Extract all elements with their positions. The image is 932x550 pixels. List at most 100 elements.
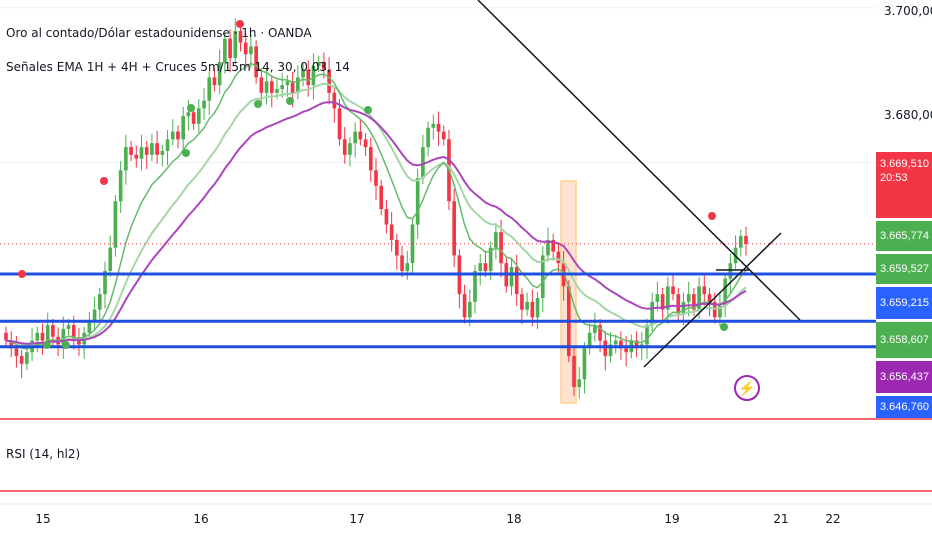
price-axis-label: 3.700,000 (884, 4, 932, 18)
date-label: 19 (664, 512, 680, 526)
candle-body (97, 294, 102, 310)
candle-body (301, 69, 305, 78)
candle-body (87, 321, 92, 333)
candle (196, 99, 201, 133)
candle-body (535, 298, 540, 318)
candle (301, 63, 305, 87)
candle (384, 199, 389, 234)
candle (473, 264, 477, 314)
candle-body (290, 81, 295, 93)
candle (697, 277, 701, 319)
last-price-value: 3.669,510 (880, 158, 929, 170)
candle (441, 125, 446, 146)
ema-fast-line (5, 62, 747, 350)
countdown-value: 20:53 (880, 172, 908, 184)
candle-body (40, 332, 45, 341)
candle-body (738, 236, 743, 248)
price-axis-label: 3.680,000 (884, 108, 932, 122)
lightning-icon[interactable]: ⚡ (734, 375, 760, 401)
candle (92, 297, 97, 331)
candle-body (608, 344, 613, 357)
candle (660, 287, 665, 322)
candle (212, 68, 217, 92)
candle (332, 86, 337, 123)
candle (546, 227, 550, 262)
candle (233, 18, 238, 65)
candle-body (540, 255, 545, 299)
candle (144, 140, 149, 170)
candle (535, 291, 540, 329)
candle (186, 99, 191, 131)
candle-body (212, 77, 217, 86)
candle-body (353, 131, 357, 144)
candle-body (337, 108, 342, 140)
signal-dot (187, 104, 195, 112)
candle-body (702, 286, 707, 295)
candle-body (546, 239, 550, 256)
candle-body (363, 139, 368, 148)
candle (436, 111, 441, 146)
candle-body (108, 247, 113, 271)
price-tag: 3.659,527 (876, 254, 932, 284)
candle (389, 212, 394, 252)
candle (61, 316, 66, 359)
candle (77, 328, 81, 357)
candle-body (718, 305, 722, 318)
candle-body (431, 123, 436, 128)
date-label: 15 (35, 512, 51, 526)
candle-body (61, 328, 66, 345)
date-label: 17 (349, 512, 365, 526)
candle (671, 274, 675, 301)
date-label: 22 (825, 512, 841, 526)
candle-body (692, 294, 696, 310)
candle-body (551, 239, 556, 252)
candle (744, 226, 748, 256)
candle (103, 261, 107, 309)
candle (723, 272, 727, 318)
ema-slow-line (5, 101, 747, 345)
candle (243, 33, 248, 66)
candle-body (342, 139, 347, 155)
candle (316, 55, 321, 72)
candle-body (624, 348, 628, 353)
candle-body (421, 147, 425, 179)
candle-body (269, 81, 274, 93)
candle (494, 222, 498, 260)
candle-body (697, 286, 701, 310)
candle (165, 130, 170, 166)
candle (139, 134, 144, 171)
candle-body (238, 30, 243, 43)
candle-body (520, 294, 524, 310)
candle (207, 71, 212, 115)
candle-body (650, 301, 655, 326)
candle-body (712, 301, 717, 318)
candle-body (217, 61, 222, 86)
signal-dot (182, 149, 190, 157)
candle-body (426, 127, 430, 148)
candle-body (165, 139, 170, 151)
candle (431, 114, 436, 140)
candle-body (113, 201, 118, 248)
candle-body (368, 147, 373, 171)
candle (577, 366, 582, 399)
candle-body (478, 263, 483, 271)
candle-body (582, 348, 587, 380)
candle-body (577, 379, 582, 388)
candle (40, 323, 45, 355)
candle-body (530, 301, 535, 318)
candle-body (285, 81, 290, 86)
candle (733, 235, 738, 270)
candle (327, 57, 331, 105)
candle-body (509, 267, 514, 287)
price-tag: 3.656,437 (876, 361, 932, 393)
candle-body (462, 294, 467, 318)
candle-body (264, 81, 269, 93)
candle-body (51, 325, 55, 337)
candle-body (603, 340, 608, 357)
candle (478, 253, 483, 286)
price-tag: 3.659,215 (876, 287, 932, 319)
trendline (477, 0, 801, 321)
candle-body (19, 356, 24, 364)
candle-body (645, 325, 649, 345)
